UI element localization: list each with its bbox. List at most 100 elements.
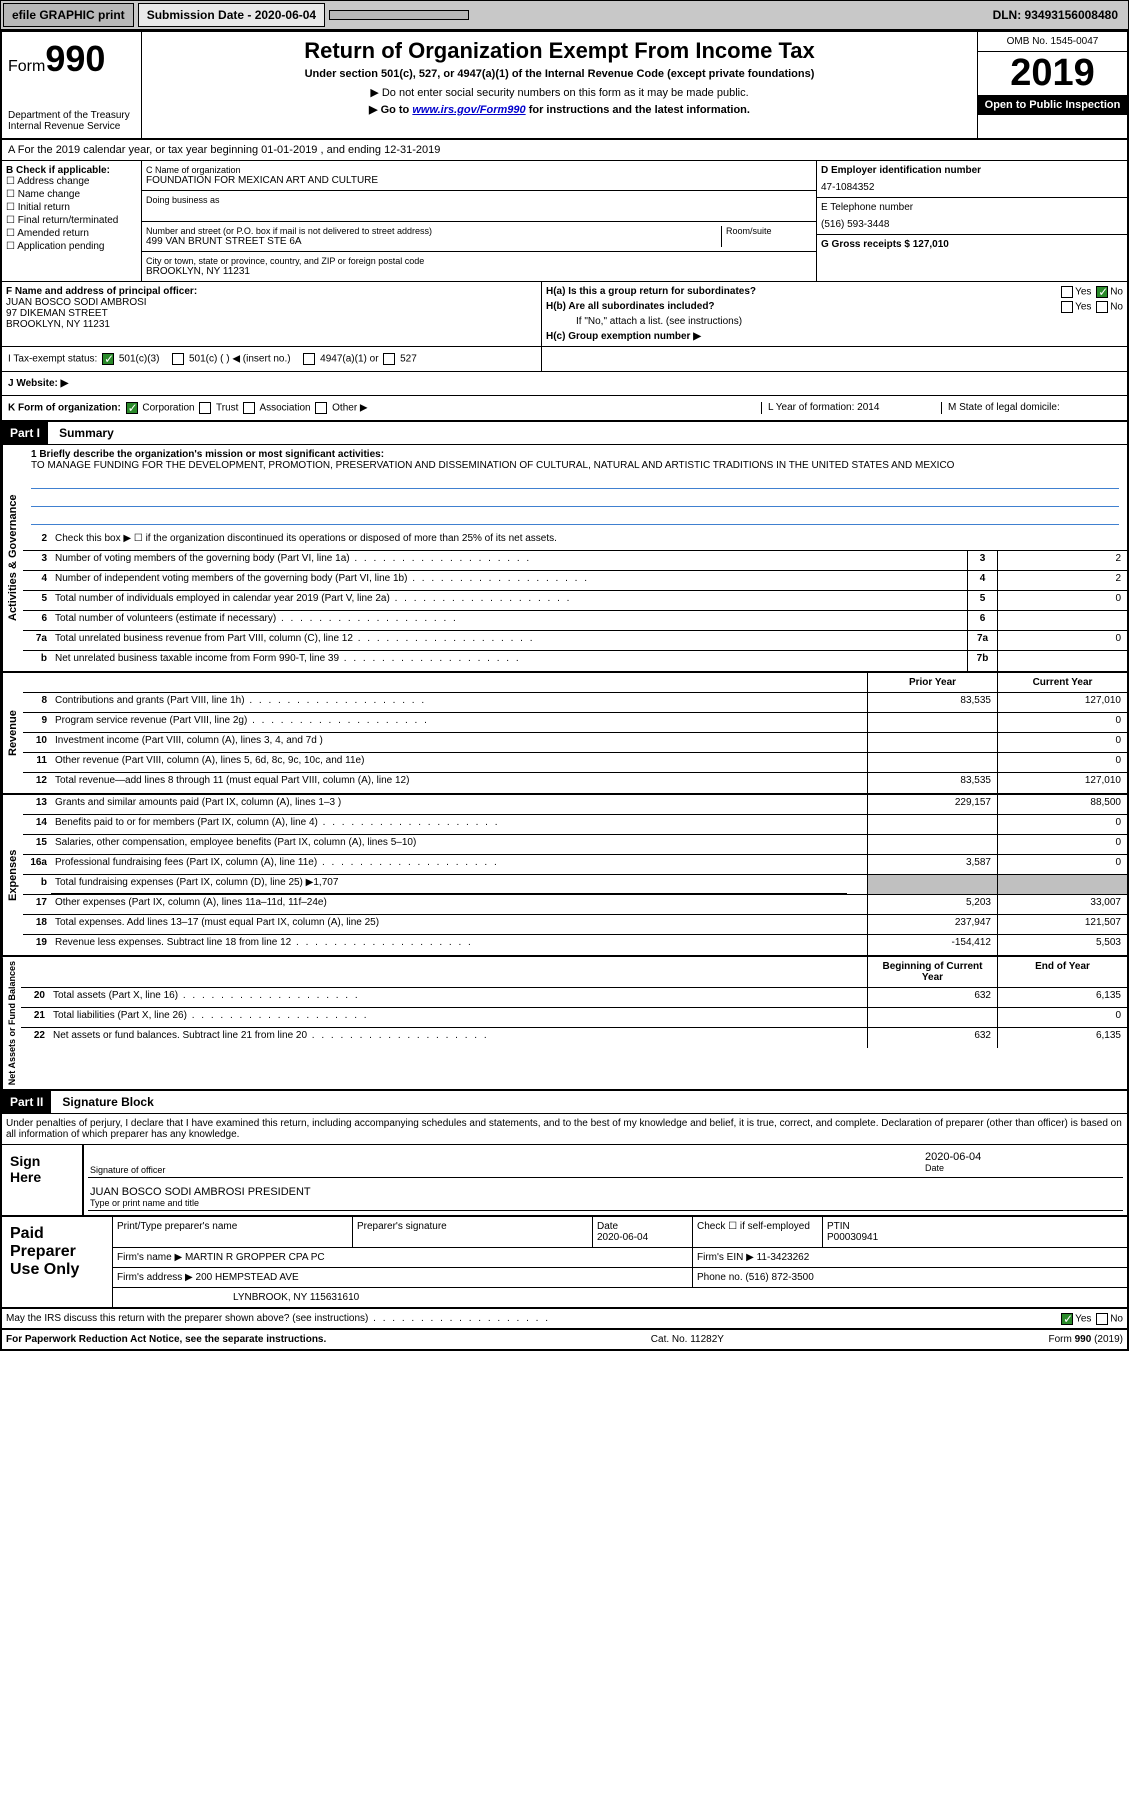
chk-application-pending[interactable]: ☐ Application pending bbox=[6, 241, 137, 252]
r22-prior: 632 bbox=[867, 1028, 997, 1048]
firm-phone: (516) 872-3500 bbox=[745, 1272, 813, 1283]
prep-check-label[interactable]: Check ☐ if self-employed bbox=[693, 1217, 823, 1247]
form-label: Form bbox=[8, 58, 45, 75]
r7a-val: 0 bbox=[997, 631, 1127, 650]
chk-trust[interactable] bbox=[199, 402, 211, 414]
city-label: City or town, state or province, country… bbox=[146, 256, 812, 266]
firm-addr: 200 HEMPSTEAD AVE bbox=[196, 1272, 299, 1283]
chk-assoc[interactable] bbox=[243, 402, 255, 414]
r12-curr: 127,010 bbox=[997, 773, 1127, 793]
chk-4947[interactable] bbox=[303, 353, 315, 365]
hdr-beg-year: Beginning of Current Year bbox=[867, 957, 997, 987]
label-netassets: Net Assets or Fund Balances bbox=[2, 957, 21, 1089]
chk-other[interactable] bbox=[315, 402, 327, 414]
org-city: BROOKLYN, NY 11231 bbox=[146, 266, 812, 277]
submission-date: Submission Date - 2020-06-04 bbox=[138, 3, 325, 27]
r9-prior bbox=[867, 713, 997, 732]
hdr-end-year: End of Year bbox=[997, 957, 1127, 987]
tax-exempt-label: I Tax-exempt status: bbox=[8, 354, 97, 365]
r7b-label: Net unrelated business taxable income fr… bbox=[51, 651, 967, 671]
chk-final-return[interactable]: ☐ Final return/terminated bbox=[6, 215, 137, 226]
r21-label: Total liabilities (Part X, line 26) bbox=[49, 1008, 867, 1027]
r9-curr: 0 bbox=[997, 713, 1127, 732]
discuss-yes[interactable] bbox=[1061, 1313, 1073, 1325]
r19-label: Revenue less expenses. Subtract line 18 … bbox=[51, 935, 867, 955]
r20-prior: 632 bbox=[867, 988, 997, 1007]
hb-no[interactable] bbox=[1096, 301, 1108, 313]
r10-curr: 0 bbox=[997, 733, 1127, 752]
firm-ein: 11-3423262 bbox=[757, 1252, 810, 1263]
blank-btn bbox=[329, 10, 469, 20]
footer-left: For Paperwork Reduction Act Notice, see … bbox=[6, 1334, 326, 1345]
r19-curr: 5,503 bbox=[997, 935, 1127, 955]
r3-label: Number of voting members of the governin… bbox=[51, 551, 967, 570]
hdr-prior-year: Prior Year bbox=[867, 673, 997, 692]
r19-prior: -154,412 bbox=[867, 935, 997, 955]
hb-yes[interactable] bbox=[1061, 301, 1073, 313]
dba-label: Doing business as bbox=[146, 195, 812, 205]
form-subtitle: Under section 501(c), 527, or 4947(a)(1)… bbox=[148, 68, 971, 80]
section-b-label: B Check if applicable: bbox=[6, 165, 137, 176]
form-number: 990 bbox=[45, 38, 105, 79]
chk-527[interactable] bbox=[383, 353, 395, 365]
chk-amended-return[interactable]: ☐ Amended return bbox=[6, 228, 137, 239]
sig-officer-label: Signature of officer bbox=[90, 1165, 921, 1175]
org-name: FOUNDATION FOR MEXICAN ART AND CULTURE bbox=[146, 175, 812, 186]
header-left: Form990 Department of the Treasury Inter… bbox=[2, 32, 142, 138]
chk-address-change[interactable]: ☐ Address change bbox=[6, 176, 137, 187]
m-state: M State of legal domicile: bbox=[941, 402, 1121, 414]
r7a-label: Total unrelated business revenue from Pa… bbox=[51, 631, 967, 650]
r12-prior: 83,535 bbox=[867, 773, 997, 793]
r6-label: Total number of volunteers (estimate if … bbox=[51, 611, 967, 630]
prep-ptin: P00030941 bbox=[827, 1232, 878, 1243]
q1-label: 1 Briefly describe the organization's mi… bbox=[31, 449, 1119, 460]
r15-prior bbox=[867, 835, 997, 854]
r8-prior: 83,535 bbox=[867, 693, 997, 712]
top-bar: efile GRAPHIC print Submission Date - 20… bbox=[0, 0, 1129, 30]
chk-501c3[interactable] bbox=[102, 353, 114, 365]
note-2-suffix: for instructions and the latest informat… bbox=[526, 104, 750, 116]
r22-label: Net assets or fund balances. Subtract li… bbox=[49, 1028, 867, 1048]
discuss-no[interactable] bbox=[1096, 1313, 1108, 1325]
phone-value: (516) 593-3448 bbox=[821, 219, 1123, 230]
ha-yes[interactable] bbox=[1061, 286, 1073, 298]
officer-name: JUAN BOSCO SODI AMBROSI bbox=[6, 297, 537, 308]
r16a-curr: 0 bbox=[997, 855, 1127, 874]
efile-btn[interactable]: efile GRAPHIC print bbox=[3, 3, 134, 27]
r9-label: Program service revenue (Part VIII, line… bbox=[51, 713, 867, 732]
r11-label: Other revenue (Part VIII, column (A), li… bbox=[51, 753, 867, 772]
prep-print-label: Print/Type preparer's name bbox=[113, 1217, 353, 1247]
r21-curr: 0 bbox=[997, 1008, 1127, 1027]
q2-label: Check this box ▶ ☐ if the organization d… bbox=[51, 531, 1127, 550]
hc-label: H(c) Group exemption number ▶ bbox=[546, 331, 1123, 342]
r17-label: Other expenses (Part IX, column (A), lin… bbox=[51, 895, 867, 914]
part1-header: Part I bbox=[2, 422, 48, 444]
r14-prior bbox=[867, 815, 997, 834]
chk-name-change[interactable]: ☐ Name change bbox=[6, 189, 137, 200]
r5-label: Total number of individuals employed in … bbox=[51, 591, 967, 610]
r16a-label: Professional fundraising fees (Part IX, … bbox=[51, 855, 867, 874]
ha-label: H(a) Is this a group return for subordin… bbox=[546, 286, 756, 297]
r10-label: Investment income (Part VIII, column (A)… bbox=[51, 733, 867, 752]
chk-initial-return[interactable]: ☐ Initial return bbox=[6, 202, 137, 213]
r13-curr: 88,500 bbox=[997, 795, 1127, 814]
r7b-val bbox=[997, 651, 1127, 671]
r5-val: 0 bbox=[997, 591, 1127, 610]
chk-501c[interactable] bbox=[172, 353, 184, 365]
r22-curr: 6,135 bbox=[997, 1028, 1127, 1048]
r13-label: Grants and similar amounts paid (Part IX… bbox=[51, 795, 867, 814]
org-address: 499 VAN BRUNT STREET STE 6A bbox=[146, 236, 721, 247]
chk-corp[interactable] bbox=[126, 402, 138, 414]
r3-val: 2 bbox=[997, 551, 1127, 570]
sig-date-label: Date bbox=[925, 1163, 1121, 1173]
r16a-prior: 3,587 bbox=[867, 855, 997, 874]
footer-mid: Cat. No. 11282Y bbox=[651, 1334, 724, 1345]
note-1: ▶ Do not enter social security numbers o… bbox=[148, 86, 971, 99]
public-inspection: Open to Public Inspection bbox=[978, 95, 1127, 115]
l-year-formation: L Year of formation: 2014 bbox=[761, 402, 941, 414]
ha-no[interactable] bbox=[1096, 286, 1108, 298]
website-row: J Website: ▶ bbox=[2, 372, 1127, 396]
r4-val: 2 bbox=[997, 571, 1127, 590]
form990-link[interactable]: www.irs.gov/Form990 bbox=[412, 104, 525, 116]
label-activities: Activities & Governance bbox=[2, 445, 23, 671]
